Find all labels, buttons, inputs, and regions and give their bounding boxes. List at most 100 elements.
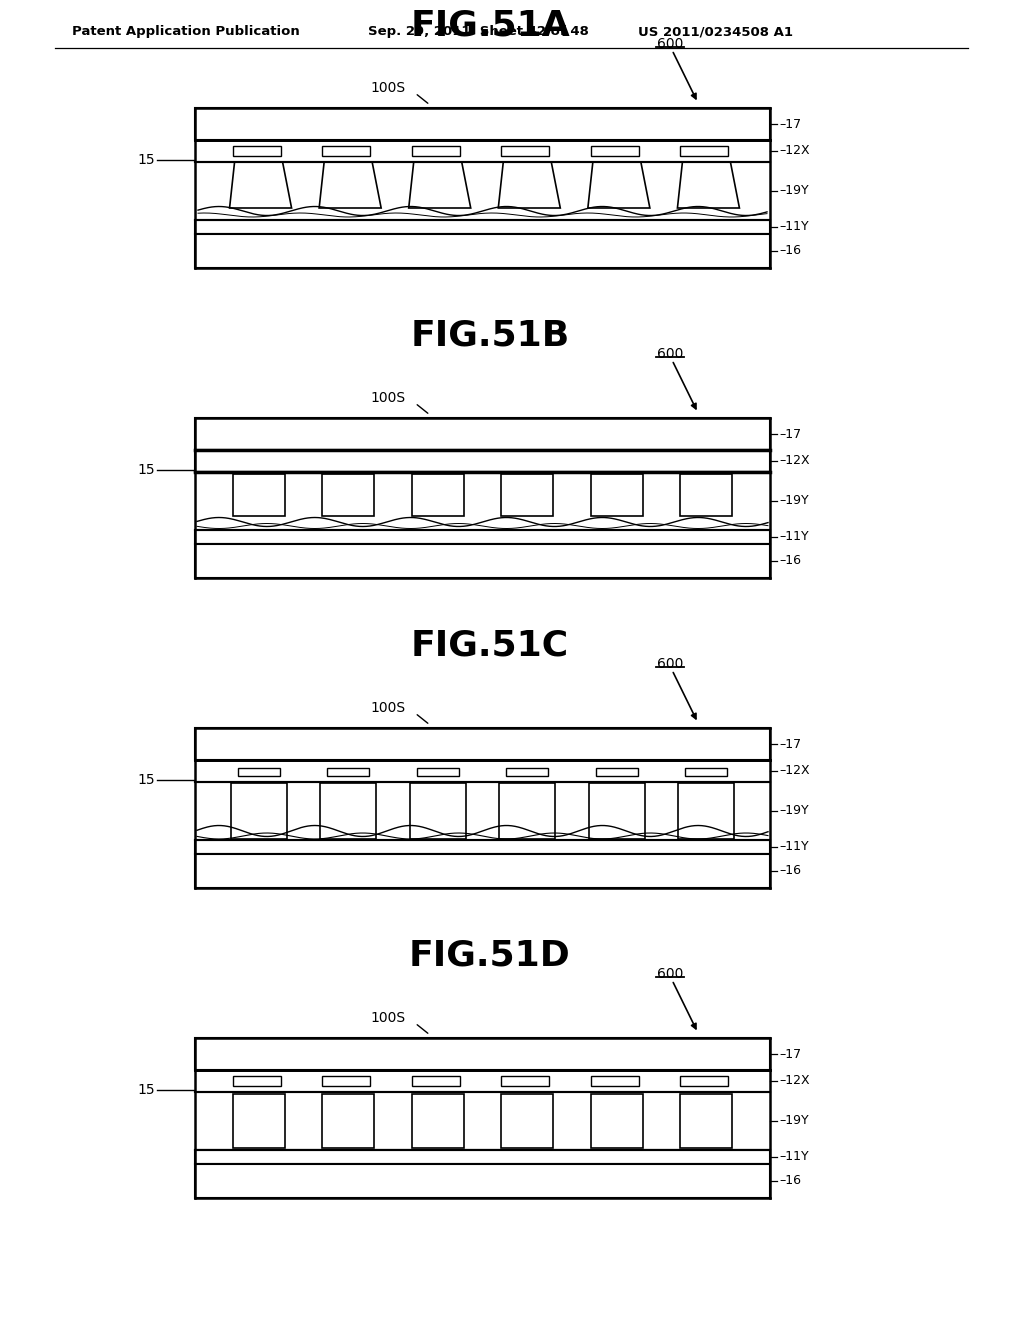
Polygon shape xyxy=(588,162,650,209)
Bar xyxy=(410,783,466,840)
Text: –11Y: –11Y xyxy=(779,1151,809,1163)
Polygon shape xyxy=(499,162,560,209)
Bar xyxy=(502,474,553,516)
Bar xyxy=(591,147,639,156)
Bar xyxy=(500,783,555,840)
Bar xyxy=(685,768,727,776)
Bar xyxy=(679,783,734,840)
Bar xyxy=(321,783,376,840)
Text: 100S: 100S xyxy=(371,1011,406,1026)
Text: 15: 15 xyxy=(137,1082,155,1097)
Bar xyxy=(502,474,553,516)
Bar xyxy=(232,1094,285,1148)
Bar xyxy=(195,781,770,840)
Bar xyxy=(502,1094,553,1148)
Text: –11Y: –11Y xyxy=(779,841,809,854)
Bar xyxy=(327,768,369,776)
Bar xyxy=(412,147,460,156)
Bar xyxy=(412,474,464,516)
Bar xyxy=(323,1076,370,1086)
Text: –17: –17 xyxy=(779,738,801,751)
Bar xyxy=(232,1076,281,1086)
Bar xyxy=(195,1071,770,1092)
Text: –17: –17 xyxy=(779,428,801,441)
Bar xyxy=(232,474,285,516)
Bar xyxy=(680,1076,728,1086)
Bar xyxy=(195,840,770,854)
Text: FIG.51B: FIG.51B xyxy=(411,318,569,352)
Polygon shape xyxy=(319,162,381,209)
Bar xyxy=(232,147,281,156)
Bar xyxy=(195,162,770,220)
Bar xyxy=(195,1092,770,1150)
Bar xyxy=(195,760,770,781)
Bar xyxy=(195,140,770,162)
Bar xyxy=(232,1094,285,1148)
Bar xyxy=(680,1076,728,1086)
Text: US 2011/0234508 A1: US 2011/0234508 A1 xyxy=(638,25,793,38)
Bar xyxy=(412,147,460,156)
Bar xyxy=(412,474,464,516)
Bar xyxy=(323,1094,374,1148)
Text: –17: –17 xyxy=(779,117,801,131)
Text: 15: 15 xyxy=(137,153,155,168)
Text: 100S: 100S xyxy=(371,701,406,715)
Polygon shape xyxy=(409,162,471,209)
Text: 100S: 100S xyxy=(371,391,406,405)
Text: 15: 15 xyxy=(137,463,155,477)
Bar xyxy=(412,1094,464,1148)
Bar xyxy=(500,783,555,840)
Bar xyxy=(591,1076,639,1086)
Bar xyxy=(680,1094,732,1148)
Bar xyxy=(323,474,374,516)
Bar xyxy=(502,147,549,156)
Bar xyxy=(506,768,548,776)
Text: –16: –16 xyxy=(779,865,801,878)
Bar xyxy=(680,147,728,156)
Bar xyxy=(321,783,376,840)
Text: Patent Application Publication: Patent Application Publication xyxy=(72,25,300,38)
Bar xyxy=(195,220,770,234)
Bar xyxy=(195,854,770,888)
Text: –19Y: –19Y xyxy=(779,1114,809,1127)
Text: –12X: –12X xyxy=(779,454,810,467)
Text: –11Y: –11Y xyxy=(779,531,809,544)
Bar xyxy=(230,783,287,840)
Polygon shape xyxy=(678,162,739,209)
Text: Sep. 29, 2011  Sheet 42 of 48: Sep. 29, 2011 Sheet 42 of 48 xyxy=(368,25,589,38)
Bar xyxy=(410,783,466,840)
Bar xyxy=(679,783,734,840)
Bar xyxy=(195,531,770,544)
Bar xyxy=(195,450,770,473)
Text: 600: 600 xyxy=(656,347,683,360)
Bar xyxy=(195,418,770,450)
Bar xyxy=(323,147,370,156)
Text: 15: 15 xyxy=(137,774,155,787)
Bar xyxy=(589,783,645,840)
Text: –12X: –12X xyxy=(779,764,810,777)
Bar xyxy=(327,768,369,776)
Bar xyxy=(195,544,770,578)
Bar xyxy=(417,768,459,776)
Bar xyxy=(195,473,770,531)
Polygon shape xyxy=(229,162,292,209)
Bar xyxy=(591,1094,643,1148)
Text: 600: 600 xyxy=(656,37,683,51)
Text: –19Y: –19Y xyxy=(779,495,809,507)
Bar xyxy=(680,474,732,516)
Bar xyxy=(195,854,770,888)
Bar xyxy=(680,1094,732,1148)
Bar xyxy=(238,768,280,776)
Bar xyxy=(506,768,548,776)
Bar xyxy=(502,1076,549,1086)
Bar xyxy=(591,1094,643,1148)
Bar xyxy=(591,474,643,516)
Text: FIG.51D: FIG.51D xyxy=(410,939,570,972)
Bar xyxy=(195,1164,770,1199)
Bar xyxy=(685,768,727,776)
Bar xyxy=(195,418,770,450)
Bar xyxy=(195,544,770,578)
Bar xyxy=(195,531,770,544)
Bar xyxy=(195,234,770,268)
Bar xyxy=(232,147,281,156)
